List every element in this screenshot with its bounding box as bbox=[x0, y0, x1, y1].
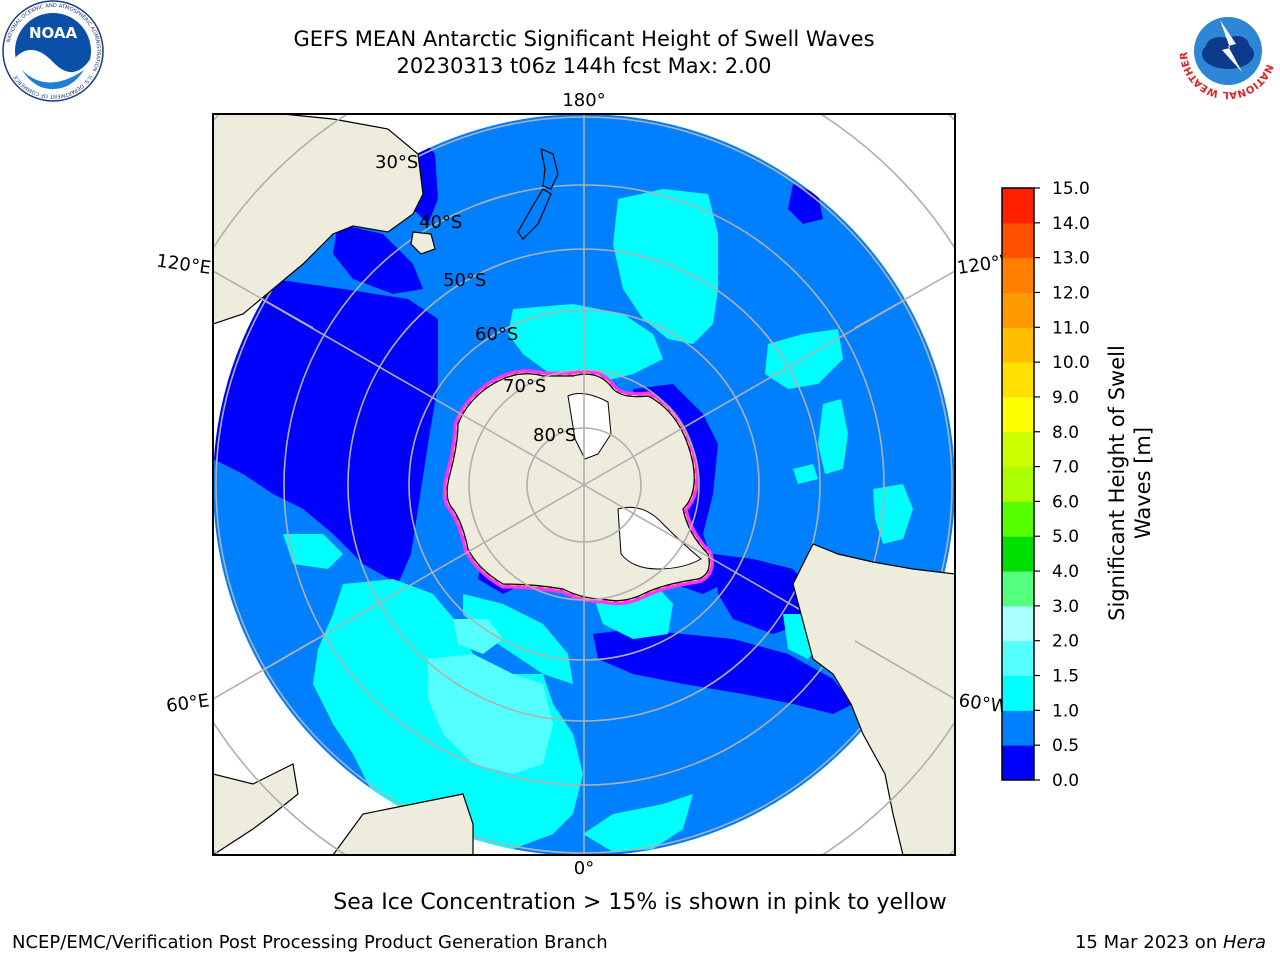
sea-ice-caption: Sea Ice Concentration > 15% is shown in … bbox=[333, 890, 947, 915]
chart-subtitle: 20230313 t06z 144h fcst Max: 2.00 bbox=[396, 54, 772, 78]
colorbar-label-line2: Waves [m] bbox=[1131, 426, 1155, 540]
colorbar-cell bbox=[1002, 640, 1034, 677]
colorbar-cell bbox=[1002, 745, 1034, 781]
colorbar-frame bbox=[1001, 187, 1035, 781]
colorbar-cell bbox=[1002, 710, 1034, 746]
polar-map: 180° 0° 120°E 120°W 60°E 60°W 30°S 40°S … bbox=[155, 90, 1019, 879]
colorbar-cell bbox=[1002, 675, 1034, 711]
new-zealand-north-land bbox=[540, 148, 559, 190]
map-frame bbox=[212, 113, 956, 856]
footer-machine: Hera bbox=[1222, 932, 1266, 953]
colorbar-cell bbox=[1002, 396, 1034, 433]
colorbar: 0.0 0.5 1.0 1.5 2.0 3.0 4.0 5.0 6.0 7.0 8.0 9.0 10.0… bbox=[1001, 179, 1090, 791]
australia-land bbox=[213, 114, 424, 325]
tasmania-land bbox=[410, 231, 436, 255]
colorbar-cell bbox=[1002, 292, 1034, 328]
colorbar-cell bbox=[1002, 536, 1034, 572]
colorbar-tick-label: 10.0 bbox=[1052, 353, 1090, 373]
colorbar-cells bbox=[1002, 188, 1034, 781]
africa-land bbox=[213, 763, 299, 855]
ross-ice-shelf bbox=[567, 393, 612, 460]
lat-label-70s: 70°S bbox=[503, 376, 546, 397]
mid-swell-regions bbox=[283, 189, 913, 852]
colorbar-cell bbox=[1002, 327, 1034, 363]
colorbar-cell bbox=[1002, 571, 1034, 607]
footer-branch: NCEP/EMC/Verification Post Processing Pr… bbox=[12, 932, 608, 953]
colorbar-cell bbox=[1002, 431, 1034, 468]
graticule-outer bbox=[213, 114, 955, 855]
lat-label-60s: 60°S bbox=[475, 324, 518, 345]
lat-label-80s: 80°S bbox=[533, 425, 576, 446]
colorbar-ticks: 0.0 0.5 1.0 1.5 2.0 3.0 4.0 5.0 6.0 7.0 8.0 9.0 10.0… bbox=[1034, 179, 1090, 791]
lon-label-180: 180° bbox=[562, 90, 605, 111]
colorbar-tick-label: 14.0 bbox=[1052, 214, 1090, 234]
lat-label-40s: 40°S bbox=[419, 212, 462, 233]
lat-label-50s: 50°S bbox=[443, 270, 486, 291]
colorbar-cell bbox=[1002, 466, 1034, 502]
colorbar-tick-label: 13.0 bbox=[1052, 249, 1090, 269]
colorbar-tick-label: 11.0 bbox=[1052, 318, 1090, 338]
colorbar-cell bbox=[1002, 362, 1034, 398]
colorbar-tick-label: 0.5 bbox=[1052, 736, 1079, 756]
weddell-ice-shelf bbox=[617, 506, 702, 570]
noaa-logo-text: NOAA bbox=[29, 24, 78, 42]
colorbar-cell bbox=[1002, 222, 1034, 259]
colorbar-tick-label: 12.0 bbox=[1052, 283, 1090, 303]
colorbar-cell bbox=[1002, 605, 1034, 642]
lighter-swell-patches bbox=[428, 619, 553, 774]
footer-date-text: 15 Mar 2023 on bbox=[1074, 932, 1223, 953]
footer-date: 15 Mar 2023 on Hera bbox=[1075, 932, 1266, 953]
colorbar-tick-label: 8.0 bbox=[1052, 423, 1079, 443]
colorbar-label-line1: Significant Height of Swell bbox=[1105, 345, 1129, 621]
africa-south-land bbox=[332, 793, 474, 855]
colorbar-tick-label: 5.0 bbox=[1052, 527, 1079, 547]
nws-logo: NATIONAL WEATHER SERVICE bbox=[1176, 0, 1278, 101]
lat-label-30s: 30°S bbox=[375, 152, 418, 173]
chart-title: GEFS MEAN Antarctic Significant Height o… bbox=[293, 27, 875, 51]
colorbar-tick-label: 0.0 bbox=[1052, 771, 1079, 791]
colorbar-cell bbox=[1002, 188, 1034, 224]
colorbar-tick-label: 6.0 bbox=[1052, 492, 1079, 512]
colorbar-tick-label: 7.0 bbox=[1052, 458, 1079, 478]
south-america-land bbox=[792, 543, 955, 855]
noaa-logo: NOAA NATIONAL OCEANIC AND ATMOSPHERIC AD… bbox=[2, 0, 104, 102]
lon-label-60e: 60°E bbox=[165, 690, 211, 717]
lon-label-0: 0° bbox=[574, 858, 594, 879]
continents bbox=[213, 114, 955, 855]
colorbar-cell bbox=[1002, 257, 1034, 293]
lon-label-120e: 120°E bbox=[155, 251, 212, 279]
colorbar-tick-label: 4.0 bbox=[1052, 562, 1079, 582]
colorbar-tick-label: 9.0 bbox=[1052, 388, 1079, 408]
colorbar-cell bbox=[1002, 501, 1034, 537]
colorbar-tick-label: 1.5 bbox=[1052, 667, 1079, 687]
colorbar-label: Significant Height of Swell Waves [m] bbox=[1104, 283, 1156, 683]
colorbar-tick-label: 15.0 bbox=[1052, 179, 1090, 199]
colorbar-tick-label: 1.0 bbox=[1052, 701, 1079, 721]
new-zealand-south-land bbox=[517, 188, 552, 240]
colorbar-tick-label: 2.0 bbox=[1052, 632, 1079, 652]
colorbar-tick-label: 3.0 bbox=[1052, 597, 1079, 617]
